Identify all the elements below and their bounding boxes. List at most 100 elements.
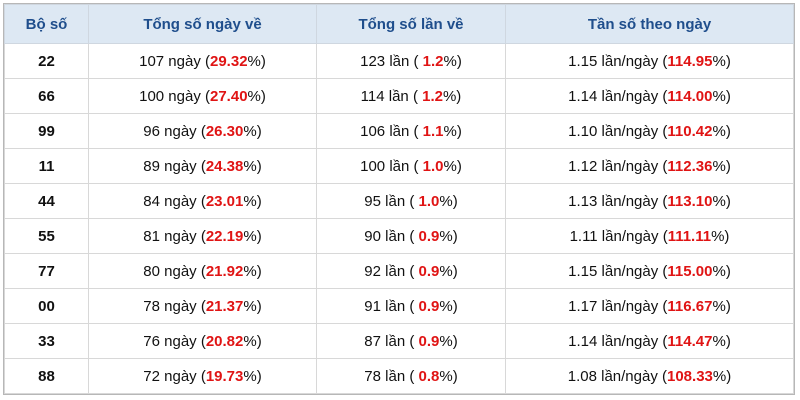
cell-text: %) [712, 332, 731, 350]
stat-cell: 100 lần ( 1.0%) [316, 148, 506, 184]
cell-text: 84 ngày ( [143, 192, 206, 210]
stat-cell: 1.08 lần/ngày (108.33%) [505, 358, 794, 394]
cell-text: 1.13 lần/ngày ( [568, 192, 668, 210]
cell-text: %) [243, 262, 262, 280]
stat-cell: 1.12 lần/ngày (112.36%) [505, 148, 794, 184]
cell-text: %) [712, 157, 731, 175]
cell-text: 1.15 lần/ngày ( [568, 262, 668, 280]
cell-text: %) [243, 367, 262, 385]
cell-text: %) [439, 262, 458, 280]
table-row: 44 84 ngày (23.01%) 95 lần ( 1.0%) 1.13 lần… [4, 183, 794, 219]
cell-text: %) [439, 367, 458, 385]
cell-text: %) [443, 122, 462, 140]
percent-value: 108.33 [667, 367, 713, 385]
stat-cell: 80 ngày (21.92%) [88, 253, 317, 289]
cell-text: 1.15 lần/ngày ( [568, 52, 668, 70]
stat-cell: 1.17 lần/ngày (116.67%) [505, 288, 794, 324]
cell-text: %) [442, 87, 462, 105]
percent-value: 1.0 [422, 157, 444, 175]
cell-text: %) [439, 332, 458, 350]
code-cell: 22 [4, 43, 89, 79]
cell-text: %) [439, 297, 458, 315]
table-body: 22 107 ngày (29.32%) 123 lần ( 1.2%) 1.15 l… [4, 43, 794, 394]
percent-value: 115.00 [667, 262, 713, 280]
cell-text: 106 lần ( [360, 122, 423, 140]
percent-value: 19.73 [205, 367, 244, 385]
stat-cell: 89 ngày (24.38%) [88, 148, 317, 184]
cell-text: %) [439, 192, 458, 210]
table-row: 66 100 ngày (27.40%) 114 lần ( 1.2%) 1.14 l… [4, 78, 794, 114]
stat-cell: 1.10 lần/ngày (110.42%) [505, 113, 794, 149]
cell-text: 92 lần ( [364, 262, 419, 280]
stat-cell: 81 ngày (22.19%) [88, 218, 317, 254]
code-cell: 99 [4, 113, 89, 149]
stat-cell: 78 lần ( 0.8%) [316, 358, 506, 394]
cell-text: 114 lần ( [360, 87, 423, 105]
column-header: Tần số theo ngày [505, 4, 794, 44]
cell-text: 72 ngày ( [143, 367, 206, 385]
percent-value: 0.9 [418, 227, 440, 245]
cell-text: 107 ngày ( [139, 52, 210, 70]
stat-cell: 78 ngày (21.37%) [88, 288, 317, 324]
cell-text: %) [243, 227, 262, 245]
cell-text: 1.11 lần/ngày ( [569, 227, 668, 245]
cell-text: %) [443, 157, 462, 175]
stat-cell: 76 ngày (20.82%) [88, 323, 317, 359]
percent-value: 1.2 [422, 52, 444, 70]
percent-value: 1.2 [422, 87, 443, 105]
percent-value: 111.11 [667, 227, 712, 245]
table-row: 88 72 ngày (19.73%) 78 lần ( 0.8%) 1.08 lần… [4, 358, 794, 394]
percent-value: 116.67 [667, 297, 713, 315]
cell-text: 78 lần ( [364, 367, 419, 385]
code-cell: 11 [4, 148, 89, 184]
code-cell: 55 [4, 218, 89, 254]
cell-text: 81 ngày ( [143, 227, 206, 245]
stat-cell: 100 ngày (27.40%) [88, 78, 317, 114]
cell-text: %) [712, 87, 731, 105]
stat-cell: 1.11 lần/ngày (111.11%) [505, 218, 794, 254]
stat-cell: 106 lần ( 1.1%) [316, 113, 506, 149]
code-cell: 33 [4, 323, 89, 359]
percent-value: 1.0 [418, 192, 440, 210]
cell-text: %) [711, 227, 730, 245]
percent-value: 29.32 [210, 52, 248, 70]
stat-cell: 114 lần ( 1.2%) [316, 78, 506, 114]
stat-cell: 1.15 lần/ngày (114.95%) [505, 43, 794, 79]
percent-value: 26.30 [205, 122, 244, 140]
percent-value: 1.1 [422, 122, 444, 140]
column-header: Tổng số lần về [316, 4, 506, 44]
column-header: Bộ số [4, 4, 89, 44]
percent-value: 0.8 [418, 367, 440, 385]
cell-text: %) [712, 297, 731, 315]
cell-text: %) [243, 297, 262, 315]
table-row: 33 76 ngày (20.82%) 87 lần ( 0.9%) 1.14 lần… [4, 323, 794, 359]
cell-text: 87 lần ( [364, 332, 419, 350]
stat-cell: 123 lần ( 1.2%) [316, 43, 506, 79]
stat-cell: 1.15 lần/ngày (115.00%) [505, 253, 794, 289]
code-cell: 44 [4, 183, 89, 219]
cell-text: 1.10 lần/ngày ( [568, 122, 668, 140]
table-row: 55 81 ngày (22.19%) 90 lần ( 0.9%) 1.11 lần… [4, 218, 794, 254]
stat-cell: 91 lần ( 0.9%) [316, 288, 506, 324]
cell-text: 95 lần ( [364, 192, 419, 210]
percent-value: 23.01 [205, 192, 244, 210]
stat-cell: 107 ngày (29.32%) [88, 43, 317, 79]
stat-cell: 92 lần ( 0.9%) [316, 253, 506, 289]
cell-text: 100 ngày ( [139, 87, 210, 105]
cell-text: 90 lần ( [364, 227, 419, 245]
cell-text: 96 ngày ( [143, 122, 206, 140]
cell-text: 123 lần ( [360, 52, 423, 70]
percent-value: 20.82 [205, 332, 244, 350]
cell-text: 1.17 lần/ngày ( [568, 297, 668, 315]
column-header: Tổng số ngày về [88, 4, 317, 44]
cell-text: %) [243, 332, 262, 350]
cell-text: %) [247, 52, 266, 70]
cell-text: %) [712, 192, 731, 210]
stat-cell: 87 lần ( 0.9%) [316, 323, 506, 359]
stat-cell: 72 ngày (19.73%) [88, 358, 317, 394]
cell-text: %) [243, 157, 262, 175]
percent-value: 24.38 [205, 157, 244, 175]
percent-value: 110.42 [667, 122, 713, 140]
cell-text: %) [712, 262, 731, 280]
cell-text: %) [247, 87, 266, 105]
